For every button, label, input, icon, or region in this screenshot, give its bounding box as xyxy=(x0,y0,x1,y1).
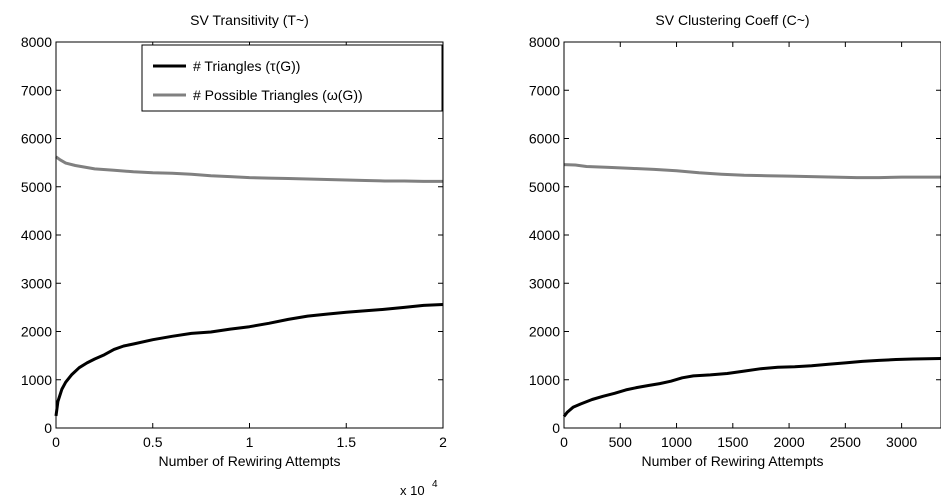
y-tick-label: 8000 xyxy=(21,34,52,50)
y-tick-label: 1000 xyxy=(21,372,52,388)
y-tick-label: 3000 xyxy=(529,275,560,291)
y-tick-label: 5000 xyxy=(21,179,52,195)
legend: # Triangles (τ(G)) # Possible Triangles (… xyxy=(141,44,443,112)
y-tick-label: 4000 xyxy=(529,227,560,243)
x-tick-label: 1500 xyxy=(717,434,748,450)
x-axis-exponent-power: 4 xyxy=(432,479,438,490)
series-line-possible-triangles xyxy=(563,163,941,180)
y-tick-label: 7000 xyxy=(21,82,52,98)
x-tick-label: 2000 xyxy=(773,434,804,450)
y-tick-label: 4000 xyxy=(21,227,52,243)
legend-label: # Possible Triangles (ω(G)) xyxy=(193,87,363,103)
y-tick-label: 6000 xyxy=(529,131,560,147)
x-tick-label: 2 xyxy=(439,434,447,450)
legend-label: # Triangles (τ(G)) xyxy=(193,58,300,74)
y-tick-label: 0 xyxy=(44,420,52,436)
legend-box xyxy=(141,44,443,112)
chart-title: SV Clustering Coeff (C~) xyxy=(655,12,809,28)
x-axis-exponent-label: x 10 xyxy=(400,483,425,498)
y-tick-label: 1000 xyxy=(529,372,560,388)
x-tick-label: 0 xyxy=(52,434,60,450)
x-tick-label: 1.5 xyxy=(337,434,357,450)
x-tick-label: 1000 xyxy=(661,434,692,450)
x-axis-label: Number of Rewiring Attempts xyxy=(158,453,340,469)
y-tick-label: 2000 xyxy=(529,324,560,340)
x-tick-label: 2500 xyxy=(830,434,861,450)
x-tick-label: 0.5 xyxy=(143,434,163,450)
x-tick-label: 0 xyxy=(560,434,568,450)
chart-clustering-coeff: 0 1000 2000 3000 4000 5000 6000 7000 8000 0 500 100… xyxy=(529,12,941,469)
x-tick-label: 500 xyxy=(609,434,633,450)
y-tick-label: 5000 xyxy=(529,179,560,195)
y-tick-label: 7000 xyxy=(529,82,560,98)
x-tick-label: 3000 xyxy=(886,434,917,450)
chart-transitivity: 0 1000 2000 3000 4000 5000 6000 7000 8000 0 0.5 1 1.… xyxy=(21,12,447,498)
series-line-triangles xyxy=(54,303,444,417)
x-tick-label: 1 xyxy=(246,434,254,450)
y-tick-label: 3000 xyxy=(21,275,52,291)
y-tick-label: 6000 xyxy=(21,131,52,147)
y-tick-label: 2000 xyxy=(21,324,52,340)
y-tick-label: 0 xyxy=(552,420,560,436)
chart-title: SV Transitivity (T~) xyxy=(190,12,309,28)
x-axis-label: Number of Rewiring Attempts xyxy=(641,453,823,469)
series-line-possible-triangles xyxy=(55,155,443,183)
series-line-triangles xyxy=(562,357,941,418)
y-tick-label: 8000 xyxy=(529,34,560,50)
